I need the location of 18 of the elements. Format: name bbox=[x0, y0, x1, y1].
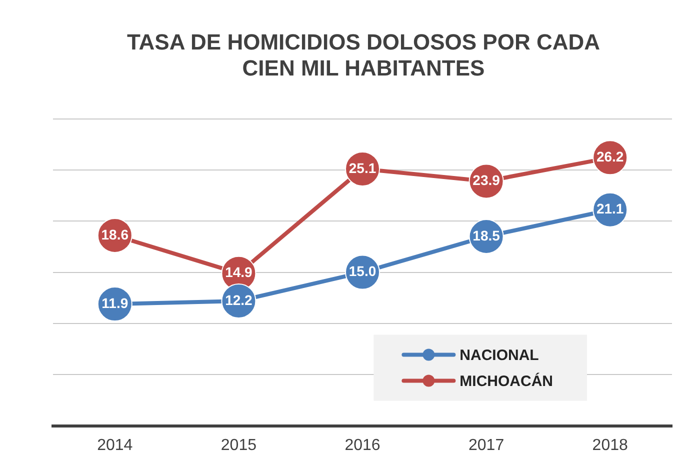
legend-label: NACIONAL bbox=[460, 346, 539, 364]
data-label: 25.1 bbox=[348, 160, 376, 176]
x-tick-label: 2014 bbox=[97, 436, 133, 454]
data-label: 26.2 bbox=[596, 148, 624, 165]
data-label: 11.9 bbox=[102, 294, 128, 311]
data-label: 14.9 bbox=[225, 264, 253, 280]
data-label: 23.9 bbox=[472, 172, 500, 188]
legend-label: MICHOACÁN bbox=[460, 372, 554, 390]
data-label: 18.5 bbox=[472, 227, 500, 244]
x-tick-label: 2016 bbox=[344, 436, 380, 454]
data-label: 18.6 bbox=[101, 226, 129, 242]
chart-title: TASA DE HOMICIDIOS DOLOSOS POR CADA CIEN MIL HABITANTES bbox=[126, 29, 600, 81]
data-label: 12.2 bbox=[225, 292, 253, 308]
data-label: 15.0 bbox=[348, 263, 376, 280]
x-tick-label: 2017 bbox=[468, 436, 504, 454]
data-label: 21.1 bbox=[596, 200, 624, 217]
x-tick-label: 2018 bbox=[592, 436, 628, 454]
x-tick-label: 2015 bbox=[220, 436, 257, 454]
